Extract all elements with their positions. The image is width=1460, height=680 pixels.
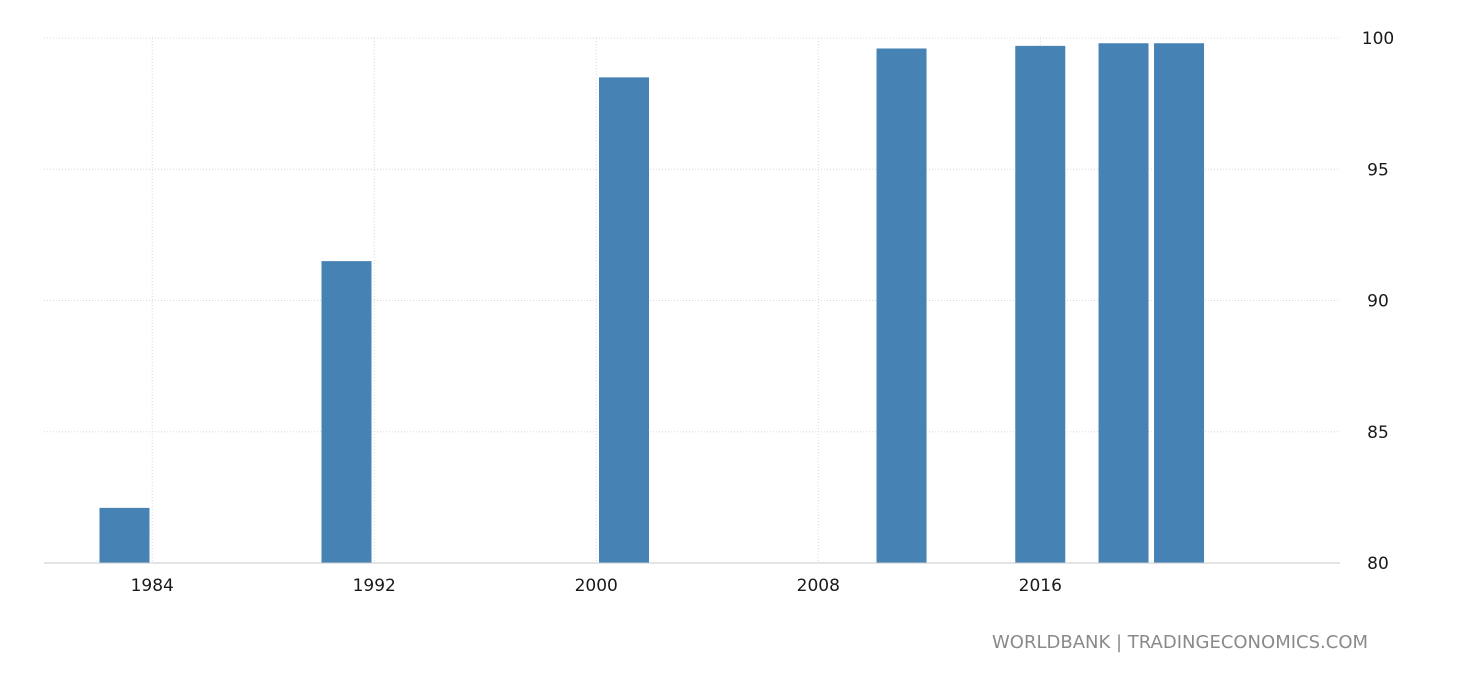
bar-2021 <box>1154 43 1205 563</box>
y-tick-label-100: 100 <box>1362 29 1394 49</box>
bars <box>99 43 1205 563</box>
bar-2001 <box>599 77 650 563</box>
bar-2016 <box>1015 45 1066 563</box>
x-tick-label-2016: 2016 <box>1019 576 1062 596</box>
y-tick-label-90: 90 <box>1367 292 1389 312</box>
x-tick-label-1984: 1984 <box>131 576 174 596</box>
x-tick-label-2000: 2000 <box>575 576 618 596</box>
source-credit: WORLDBANK | TRADINGECONOMICS.COM <box>991 632 1369 653</box>
bar-2019 <box>1098 43 1149 563</box>
bar-2011 <box>876 48 927 563</box>
bar-1991 <box>321 261 372 563</box>
y-tick-label-95: 95 <box>1367 160 1389 180</box>
y-axis-ticks: 80 85 90 95 100 <box>1362 29 1394 574</box>
x-axis-ticks: 1984 1992 2000 2008 2016 <box>131 576 1062 596</box>
x-tick-label-2008: 2008 <box>797 576 840 596</box>
y-tick-label-85: 85 <box>1367 423 1389 443</box>
bar-1983 <box>99 507 150 563</box>
x-tick-label-1992: 1992 <box>353 576 396 596</box>
y-tick-label-80: 80 <box>1367 554 1389 574</box>
